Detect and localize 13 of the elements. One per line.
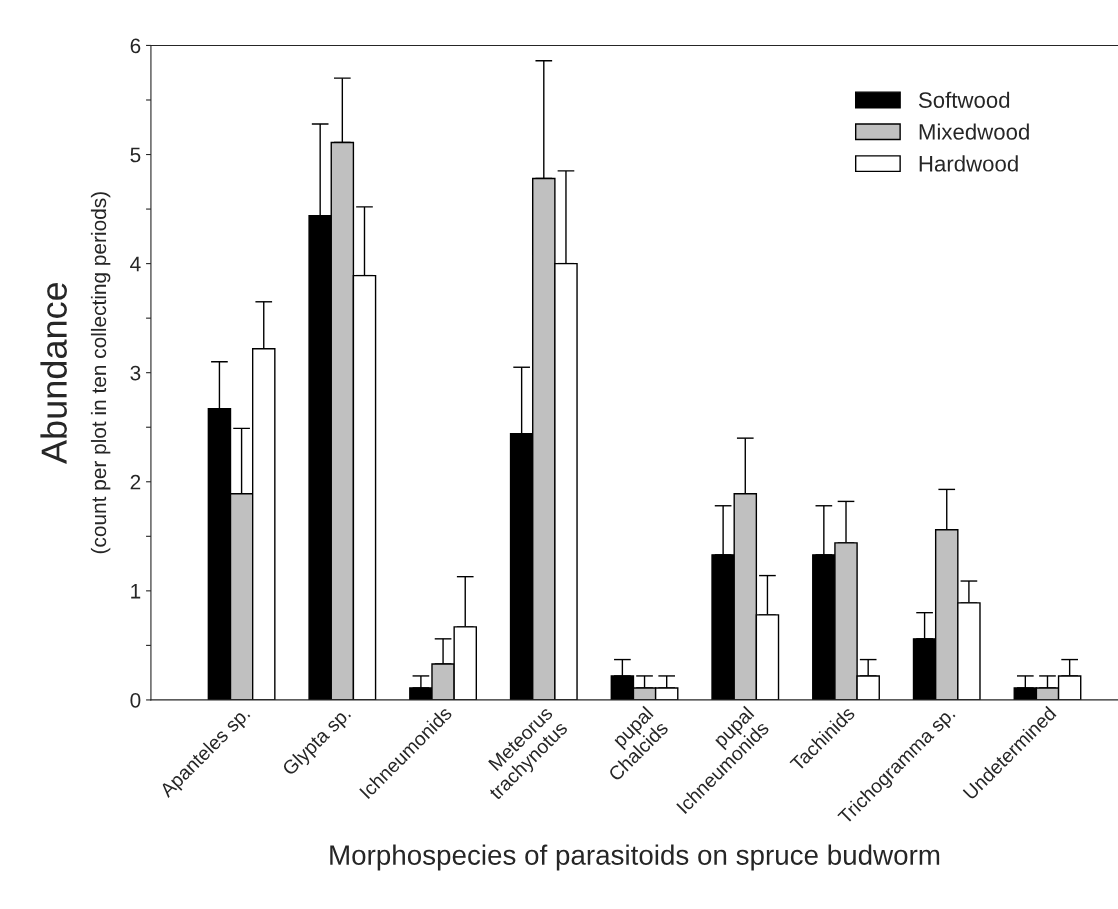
y-tick-label: 1 xyxy=(131,584,141,599)
y-axis-title: Abundance xyxy=(40,282,67,464)
legend-label: Softwood xyxy=(918,91,1010,108)
legend-label: Mixedwood xyxy=(919,123,1029,140)
y-tick-label: 6 xyxy=(130,38,141,54)
text: (count per plot in ten collecting periods) xyxy=(90,192,111,554)
y-tick-label: 4 xyxy=(130,256,141,272)
x-axis-title: Morphospecies of parasitoids on spruce budworm xyxy=(330,844,940,871)
y-tick-label: 0 xyxy=(130,692,141,708)
legend-label: Hardwood xyxy=(919,155,1018,172)
y-tick-label: 5 xyxy=(130,147,141,163)
y-tick-label: 2 xyxy=(130,474,141,490)
y-tick-label: 3 xyxy=(130,365,141,381)
